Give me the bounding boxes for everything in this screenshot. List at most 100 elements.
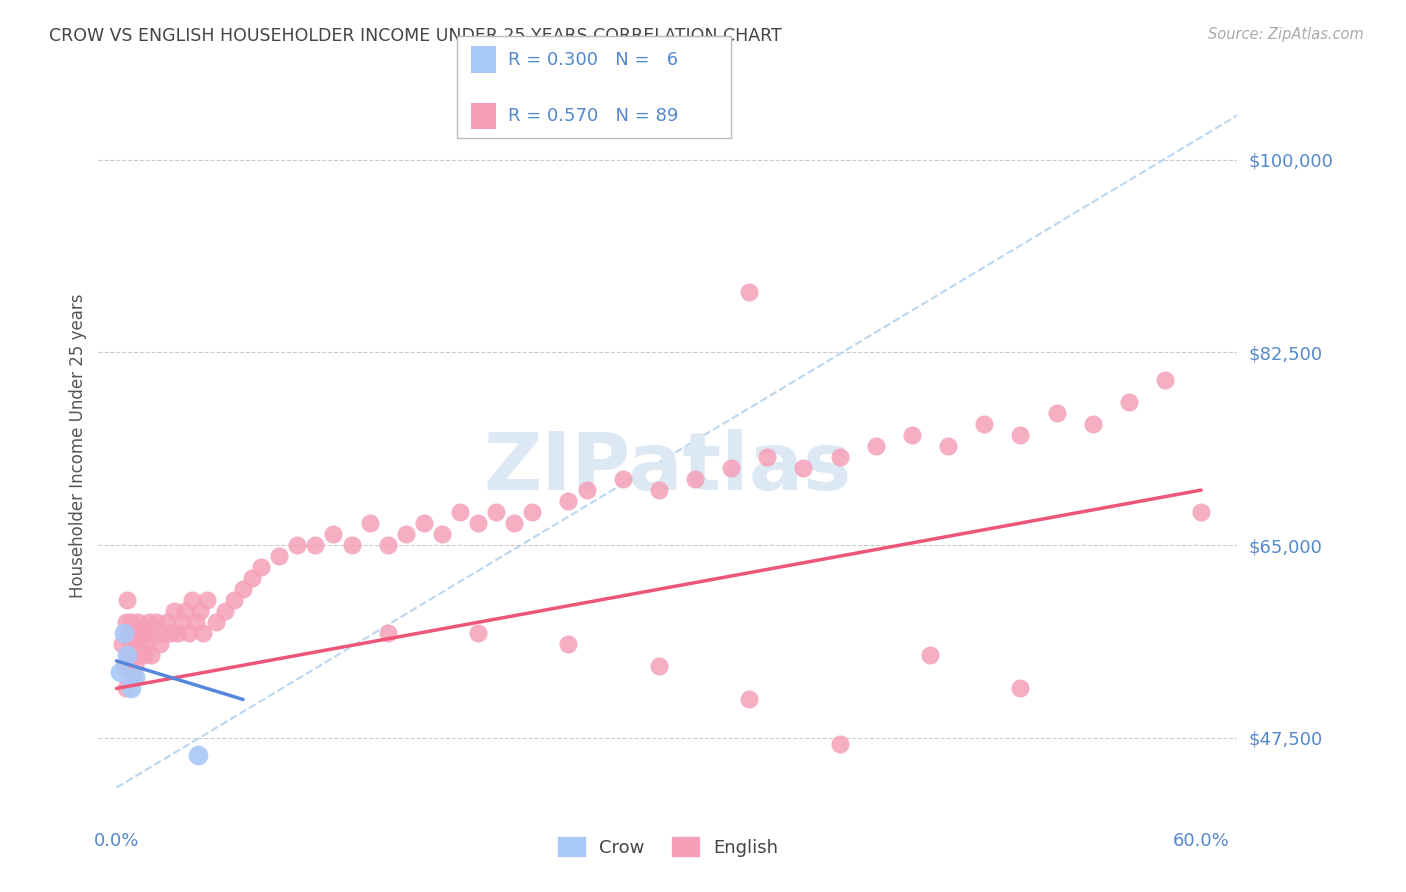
Point [865,439,887,453]
Point [222,593,245,607]
Point [485,505,508,519]
Point [449,505,471,519]
Text: CROW VS ENGLISH HOUSEHOLDER INCOME UNDER 25 YEARS CORRELATION CHART: CROW VS ENGLISH HOUSEHOLDER INCOME UNDER… [49,27,782,45]
Point [304,538,326,552]
Point [683,472,706,486]
Point [136,637,159,651]
Point [232,582,254,597]
Point [1154,373,1177,387]
Point [129,637,152,651]
Point [121,670,143,684]
Point [131,626,153,640]
Point [467,626,489,640]
Point [901,428,924,442]
Point [1010,681,1032,696]
Point [111,637,134,651]
Point [828,450,851,464]
Point [720,461,742,475]
Point [285,538,308,552]
Point [430,527,453,541]
Point [127,615,149,630]
Point [120,615,142,630]
Point [125,637,148,651]
Point [108,665,131,679]
Point [377,626,399,640]
Point [124,659,146,673]
Point [648,483,671,497]
Point [145,615,167,630]
Point [184,615,207,630]
Point [412,516,434,530]
Point [1010,428,1032,442]
Point [114,615,136,630]
Text: Source: ZipAtlas.com: Source: ZipAtlas.com [1208,27,1364,42]
Point [738,285,761,299]
Point [1189,505,1212,519]
Point [377,538,399,552]
Y-axis label: Householder Income Under 25 years: Householder Income Under 25 years [69,293,87,599]
Point [181,593,204,607]
Point [205,615,228,630]
Point [170,615,193,630]
Point [121,648,143,663]
Point [973,417,995,431]
Legend: Crow, English: Crow, English [550,830,786,864]
Point [359,516,381,530]
Point [188,604,211,618]
Point [195,593,218,607]
Point [139,648,162,663]
Point [118,659,141,673]
Point [112,626,135,640]
Point [112,659,135,673]
Point [159,626,181,640]
Point [120,637,142,651]
Point [240,571,263,585]
Point [142,626,165,640]
Point [792,461,814,475]
Point [117,648,139,663]
Text: ZIPatlas: ZIPatlas [484,429,852,508]
Point [114,681,136,696]
Text: R = 0.570   N = 89: R = 0.570 N = 89 [508,107,678,125]
Point [117,593,139,607]
Point [117,648,139,663]
Point [132,648,155,663]
Point [1045,406,1067,420]
Text: R = 0.300   N =   6: R = 0.300 N = 6 [508,51,678,69]
Point [648,659,671,673]
Point [918,648,941,663]
Point [250,560,273,574]
Point [612,472,634,486]
Point [134,626,156,640]
Point [1118,395,1140,409]
Point [156,615,179,630]
Point [467,516,489,530]
Point [756,450,779,464]
Point [120,681,142,696]
Point [174,604,197,618]
Point [522,505,544,519]
Point [118,626,141,640]
Point [828,737,851,751]
Point [269,549,291,564]
Point [322,527,344,541]
Point [340,538,363,552]
Point [738,692,761,706]
Point [124,626,146,640]
Point [177,626,200,640]
Point [503,516,526,530]
Point [395,527,418,541]
Point [167,626,190,640]
Point [138,615,160,630]
Point [936,439,959,453]
Point [557,637,579,651]
Point [127,648,149,663]
Point [575,483,598,497]
Point [187,747,209,762]
Point [163,604,186,618]
Point [193,626,215,640]
Point [557,494,579,508]
Point [152,626,174,640]
Point [1081,417,1104,431]
Point [124,670,146,684]
